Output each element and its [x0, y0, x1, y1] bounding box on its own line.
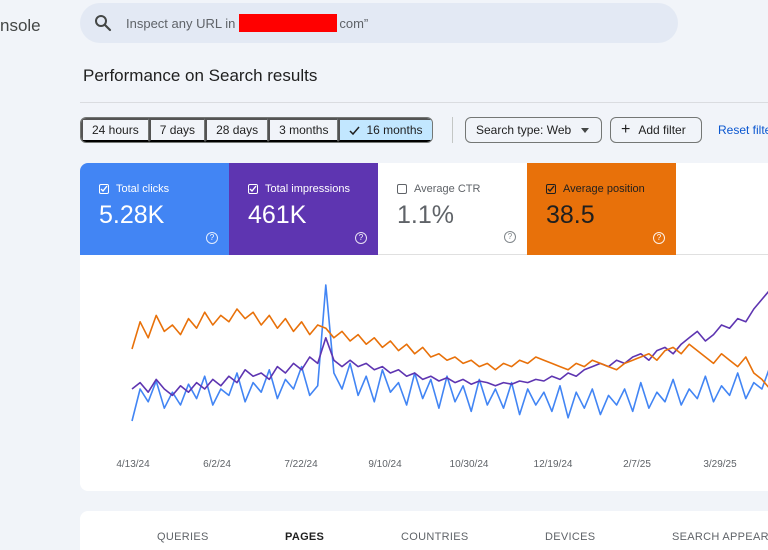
help-icon[interactable]: ? — [653, 232, 665, 244]
date-range-24-hours[interactable]: 24 hours — [81, 118, 149, 142]
checkmark-icon — [349, 125, 361, 136]
series-line-average-position — [131, 308, 768, 388]
x-tick-label: 10/30/24 — [450, 459, 489, 470]
caret-down-icon — [581, 127, 590, 133]
metric-value: 5.28K — [99, 201, 165, 229]
search-type-label: Search type: Web — [476, 123, 572, 137]
tab-countries[interactable]: COUNTRIES — [401, 531, 469, 543]
search-placeholder[interactable]: Inspect any URL in com” — [126, 14, 368, 32]
app-brand: nsole — [0, 16, 41, 35]
x-tick-label: 6/2/24 — [203, 459, 231, 470]
search-type-dropdown[interactable]: Search type: Web — [465, 117, 602, 143]
performance-card: Total clicks 5.28K ? Total impressions 4… — [80, 163, 768, 491]
x-tick-label: 2/7/25 — [623, 459, 651, 470]
tab-queries[interactable]: QUERIES — [157, 531, 209, 543]
dimension-tabs: QUERIES PAGES COUNTRIES DEVICES SEARCH A… — [80, 511, 768, 550]
metric-divider — [676, 254, 768, 255]
x-tick-label: 4/13/24 — [116, 459, 150, 470]
add-filter-label: Add filter — [638, 123, 686, 137]
date-range-3-months[interactable]: 3 months — [268, 118, 339, 142]
date-range-28-days[interactable]: 28 days — [205, 118, 269, 142]
checkbox-checked-icon[interactable] — [248, 184, 258, 194]
x-tick-label: 9/10/24 — [368, 459, 402, 470]
tab-devices[interactable]: DEVICES — [545, 531, 596, 543]
redacted-domain — [239, 14, 338, 32]
performance-chart[interactable]: 4/13/24 6/2/24 7/22/24 9/10/24 10/30/24 12/19… — [80, 255, 768, 491]
toolbar-separator — [452, 117, 453, 143]
tab-pages[interactable]: PAGES — [285, 531, 325, 543]
url-inspect-search[interactable]: Inspect any URL in com” — [80, 3, 678, 43]
plus-icon: + — [621, 121, 631, 138]
checkbox-checked-icon[interactable] — [99, 184, 109, 194]
page-title: Performance on Search results — [83, 66, 318, 85]
search-prefix: Inspect any URL in — [126, 15, 236, 31]
series-line-total-impressions — [131, 290, 768, 397]
checkbox-unchecked-icon[interactable] — [397, 184, 407, 194]
metric-label: Total clicks — [116, 183, 170, 195]
metric-value: 38.5 — [546, 201, 595, 229]
x-tick-label: 7/22/24 — [284, 459, 318, 470]
metric-total-clicks[interactable]: Total clicks 5.28K ? — [80, 163, 229, 255]
x-tick-label: 3/29/25 — [703, 459, 737, 470]
series-line-total-clicks — [131, 284, 768, 422]
metric-label: Average position — [563, 183, 645, 195]
reset-filters-link[interactable]: Reset filters — [718, 123, 768, 137]
date-range-selector: 24 hours 7 days 28 days 3 months 16 mont… — [80, 117, 433, 143]
title-divider — [80, 102, 768, 103]
help-icon[interactable]: ? — [355, 232, 367, 244]
x-tick-label: 12/19/24 — [534, 459, 573, 470]
date-range-16-months[interactable]: 16 months — [338, 118, 432, 142]
date-range-7-days[interactable]: 7 days — [148, 118, 206, 142]
search-suffix: com” — [339, 15, 369, 31]
metric-value: 461K — [248, 201, 307, 229]
metric-average-position[interactable]: Average position 38.5 ? — [527, 163, 676, 255]
metric-label: Total impressions — [265, 183, 350, 195]
performance-chart-svg: 4/13/24 6/2/24 7/22/24 9/10/24 10/30/24 12/19… — [116, 284, 768, 470]
help-icon[interactable]: ? — [504, 231, 516, 243]
add-filter-button[interactable]: + Add filter — [610, 117, 702, 143]
help-icon[interactable]: ? — [206, 232, 218, 244]
metric-total-impressions[interactable]: Total impressions 461K ? — [229, 163, 378, 255]
metric-label: Average CTR — [414, 183, 481, 195]
metric-average-ctr[interactable]: Average CTR 1.1% ? — [378, 163, 527, 255]
checkbox-checked-icon[interactable] — [546, 184, 556, 194]
search-icon — [94, 14, 112, 32]
metric-value: 1.1% — [397, 201, 454, 229]
tab-search-appearance[interactable]: SEARCH APPEARANCE — [672, 531, 768, 543]
date-range-label: 16 months — [366, 123, 423, 137]
